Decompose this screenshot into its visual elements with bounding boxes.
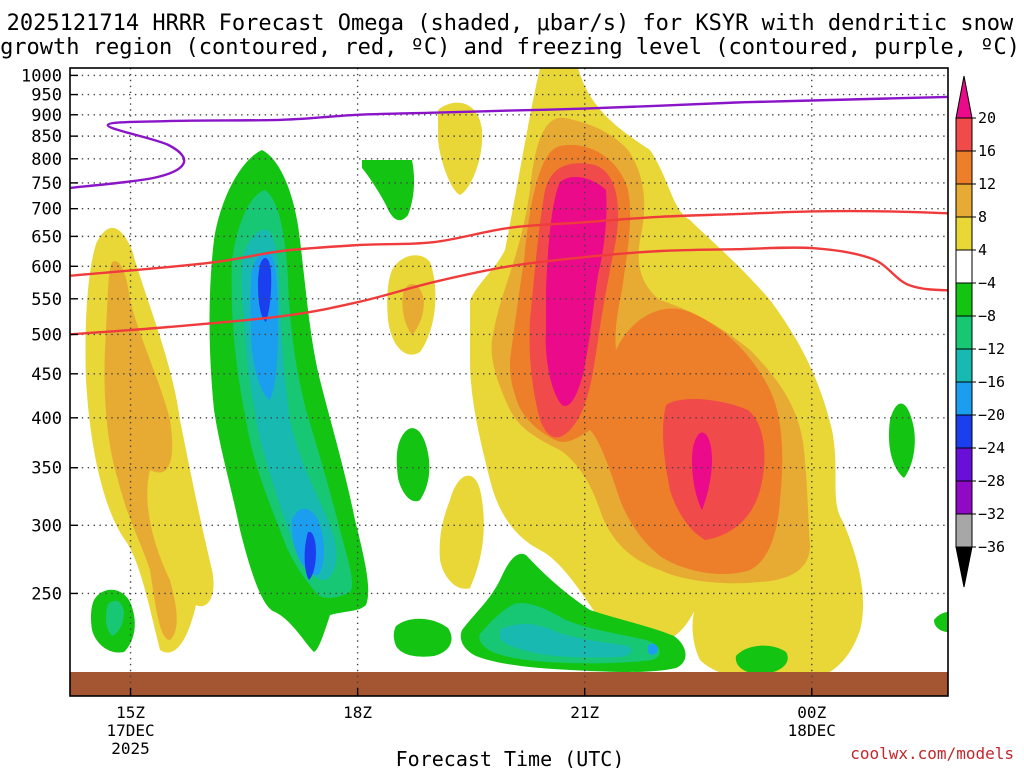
- y-tick-label: 500: [31, 325, 62, 345]
- negative-omega-low-16: [648, 643, 658, 655]
- negative-omega-lower-21z: [393, 618, 452, 657]
- colorbar-segment: [955, 315, 973, 350]
- x-tick-label: 00Z: [797, 703, 826, 722]
- x-date-label: 2025: [111, 739, 150, 758]
- colorbar-label: −28: [978, 472, 1005, 490]
- negative-omega-upper-20z: [362, 160, 415, 221]
- negative-omega-16-region-18z: [250, 252, 324, 575]
- y-tick-label: 650: [31, 227, 62, 247]
- omega-shading: [70, 68, 948, 696]
- colorbar-top-arrow: [955, 75, 973, 119]
- y-tick-label: 1000: [21, 66, 62, 86]
- y-tick-label: 350: [31, 459, 62, 479]
- x-tick-label: 18Z: [343, 703, 372, 722]
- colorbar-segment: [955, 117, 973, 152]
- chart-title-line-2: growth region (contoured, red, ºC) and f…: [0, 35, 1020, 60]
- colorbar-label: 20: [978, 109, 996, 127]
- positive-omega-upper-21z: [438, 102, 483, 195]
- colorbar-label: 12: [978, 175, 996, 193]
- colorbar-segment: [955, 282, 973, 317]
- dendritic-growth-contour: [70, 209, 948, 277]
- colorbar-segment: [955, 249, 973, 284]
- negative-omega-lower-03z: [735, 645, 788, 675]
- y-tick-label: 950: [31, 86, 62, 106]
- x-axis-label: Forecast Time (UTC): [396, 747, 625, 768]
- plot-frame: [69, 67, 949, 697]
- y-tick-label: 600: [31, 257, 62, 277]
- x-tick-label: 21Z: [570, 703, 599, 722]
- colorbar-bottom-arrow: [955, 546, 973, 588]
- colorbar-segment: [955, 480, 973, 515]
- y-tick-label: 250: [31, 584, 62, 604]
- y-tick-label: 750: [31, 174, 62, 194]
- colorbar-label: −20: [978, 406, 1005, 424]
- temperature-contours: [70, 95, 948, 336]
- y-tick-label: 550: [31, 290, 62, 310]
- y-tick-label: 400: [31, 409, 62, 429]
- y-tick-label: 450: [31, 365, 62, 385]
- negative-omega-mid-21z: [396, 428, 430, 502]
- y-tick-label: 700: [31, 200, 62, 220]
- colorbar-segment: [955, 513, 973, 548]
- y-tick-label: 900: [31, 106, 62, 126]
- colorbar-segment: [955, 447, 973, 482]
- ground-level: [70, 672, 948, 696]
- y-tick-label: 300: [31, 516, 62, 536]
- colorbar-segment: [955, 348, 973, 383]
- negative-omega-lower-15z-core: [105, 600, 124, 636]
- colorbar: 20 16 12 8 4 −4 −8 −12 −16 −20 −24 −28 −32 −36: [955, 75, 1005, 588]
- colorbar-segment: [955, 414, 973, 449]
- colorbar-segment: [955, 183, 973, 218]
- colorbar-label: 16: [978, 142, 996, 160]
- colorbar-segment: [955, 381, 973, 416]
- colorbar-label: 8: [978, 208, 987, 226]
- x-tick-label: 15Z: [116, 703, 145, 722]
- chart-title-line-1: 2025121714 HRRR Forecast Omega (shaded, …: [7, 11, 1014, 36]
- colorbar-label: −12: [978, 340, 1005, 358]
- colorbar-label: −36: [978, 538, 1005, 556]
- negative-omega-right-edge: [934, 612, 948, 632]
- credit-text: coolwx.com/models: [850, 744, 1014, 763]
- negative-omega-right-06z: [888, 403, 915, 478]
- x-date-label: 18DEC: [788, 721, 836, 740]
- colorbar-label: 4: [978, 241, 987, 259]
- y-tick-label: 850: [31, 127, 62, 147]
- positive-omega-low-22z: [439, 475, 484, 589]
- positive-omega-mid-21z-core: [402, 284, 424, 335]
- freezing-level-contour: [70, 95, 948, 190]
- colorbar-label: −8: [978, 307, 996, 325]
- negative-omega-low-12: [500, 624, 632, 658]
- colorbar-label: −16: [978, 373, 1005, 391]
- y-tick-label: 800: [31, 150, 62, 170]
- colorbar-segment: [955, 216, 973, 251]
- colorbar-label: −4: [978, 274, 996, 292]
- positive-omega-20-region: [545, 176, 712, 510]
- colorbar-label: −32: [978, 505, 1005, 523]
- x-date-label: 17DEC: [106, 721, 154, 740]
- positive-omega-region-15z-core: [104, 261, 177, 640]
- colorbar-segment: [955, 150, 973, 185]
- x-axis: 15Z18Z21Z00Z03Z06Z17DEC202518DEC: [106, 688, 836, 758]
- y-axis: 2503003504004505005506006507007508008509…: [21, 66, 78, 604]
- colorbar-label: −24: [978, 439, 1005, 457]
- grid-lines: [70, 68, 948, 696]
- dendritic-growth-contour: [70, 246, 948, 336]
- negative-omega-20-region-18z: [258, 258, 316, 580]
